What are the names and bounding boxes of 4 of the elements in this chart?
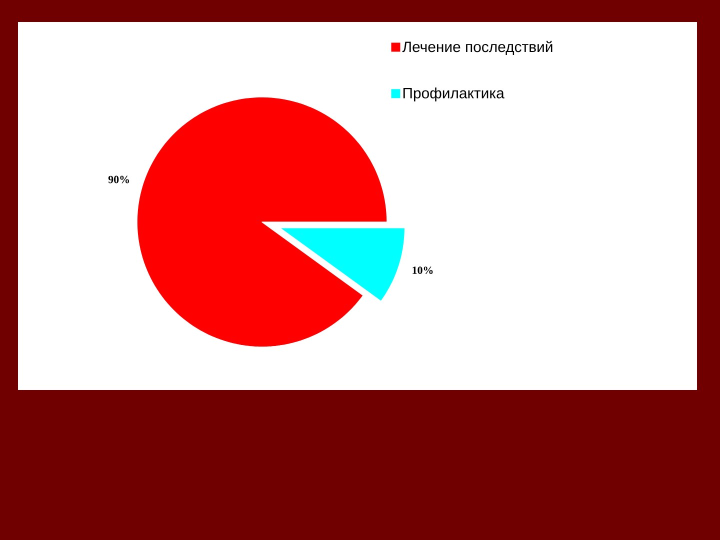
data-label: 90%: [108, 176, 129, 184]
legend-label: Профилактика: [403, 87, 504, 102]
data-label: 10%: [412, 266, 433, 274]
legend-label: Лечение последствий: [402, 40, 552, 55]
